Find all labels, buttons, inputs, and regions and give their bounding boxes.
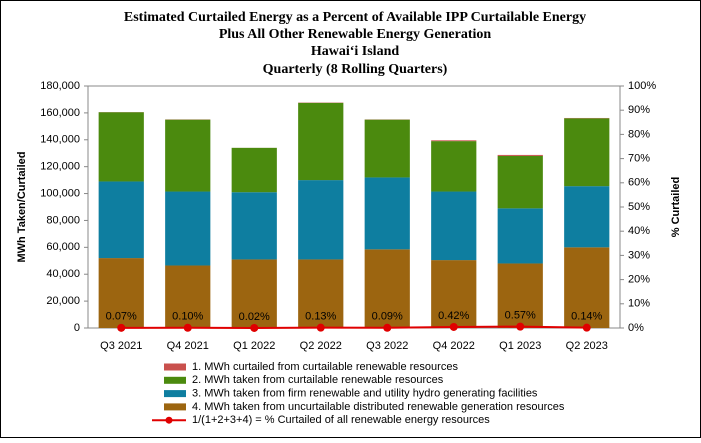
y2-tick-label: 40% bbox=[628, 225, 650, 237]
y2-tick-label: 70% bbox=[628, 153, 650, 165]
x-tick-label: Q2 2022 bbox=[300, 340, 342, 352]
y-tick-label: 100,000 bbox=[40, 187, 80, 199]
legend-swatch bbox=[164, 364, 186, 371]
y-tick-label: 180,000 bbox=[40, 80, 80, 92]
chart-title: Quarterly (8 Rolling Quarters) bbox=[263, 62, 448, 77]
y2-tick-label: 10% bbox=[628, 298, 650, 310]
chart-title: Plus All Other Renewable Energy Generati… bbox=[219, 27, 492, 42]
x-tick-label: Q1 2023 bbox=[499, 340, 541, 352]
legend-marker bbox=[166, 417, 173, 424]
bar-segment bbox=[232, 148, 277, 192]
legend-label: 3. MWh taken from firm renewable and uti… bbox=[192, 388, 538, 400]
y-tick-label: 60,000 bbox=[46, 241, 80, 253]
data-label: 0.02% bbox=[239, 311, 270, 323]
y-tick-label: 140,000 bbox=[40, 134, 80, 146]
line-marker bbox=[583, 324, 591, 332]
x-tick-label: Q1 2022 bbox=[233, 340, 275, 352]
bar-segment bbox=[431, 141, 476, 191]
bar-segment bbox=[165, 192, 210, 266]
legend-label: 1. MWh curtailed from curtailable renewa… bbox=[192, 361, 458, 373]
x-tick-label: Q3 2022 bbox=[366, 340, 408, 352]
bar-segment bbox=[498, 208, 543, 263]
y2-tick-label: 60% bbox=[628, 177, 650, 189]
x-tick-label: Q4 2021 bbox=[167, 340, 209, 352]
line-marker bbox=[450, 323, 458, 331]
bar-segment bbox=[165, 120, 210, 192]
bar-segment bbox=[298, 103, 343, 180]
line-marker bbox=[117, 324, 125, 332]
y-tick-label: 160,000 bbox=[40, 107, 80, 119]
legend-swatch bbox=[164, 377, 186, 384]
legend-swatch bbox=[164, 403, 186, 410]
legend-label: 1/(1+2+3+4) = % Curtailed of all renewab… bbox=[192, 414, 490, 426]
line-marker bbox=[184, 324, 192, 332]
y2-tick-label: 80% bbox=[628, 128, 650, 140]
x-tick-label: Q3 2021 bbox=[100, 340, 142, 352]
y2-axis-label: % Curtailed bbox=[670, 177, 682, 238]
bar-segment bbox=[431, 192, 476, 261]
bar-segment bbox=[498, 156, 543, 208]
data-label: 0.13% bbox=[305, 311, 336, 323]
line-marker bbox=[383, 324, 391, 332]
data-label: 0.42% bbox=[438, 310, 469, 322]
legend-label: 4. MWh taken from uncurtailable distribu… bbox=[192, 401, 565, 413]
y-tick-label: 20,000 bbox=[46, 295, 80, 307]
line-marker bbox=[250, 324, 258, 332]
bar-segment bbox=[564, 118, 609, 186]
bar-segment bbox=[232, 192, 277, 259]
y-tick-label: 0 bbox=[74, 322, 80, 334]
legend-swatch bbox=[164, 390, 186, 397]
bar-segment bbox=[564, 186, 609, 247]
legend-label: 2. MWh taken from curtailable renewable … bbox=[192, 374, 444, 386]
x-tick-label: Q2 2023 bbox=[566, 340, 608, 352]
y-tick-label: 40,000 bbox=[46, 268, 80, 280]
bar-segment bbox=[431, 140, 476, 141]
x-tick-label: Q4 2022 bbox=[433, 340, 475, 352]
y2-tick-label: 0% bbox=[628, 322, 644, 334]
bar-segment bbox=[498, 155, 543, 156]
y-axis-label: MWh Taken/Curtailed bbox=[16, 151, 28, 262]
data-label: 0.09% bbox=[372, 311, 403, 323]
data-label: 0.14% bbox=[571, 311, 602, 323]
y-tick-label: 120,000 bbox=[40, 161, 80, 173]
y2-tick-label: 20% bbox=[628, 274, 650, 286]
bar-segment bbox=[365, 177, 410, 249]
chart-title: Estimated Curtailed Energy as a Percent … bbox=[124, 10, 586, 25]
bar-segment bbox=[99, 112, 144, 181]
line-marker bbox=[516, 323, 524, 331]
bar-segment bbox=[99, 181, 144, 258]
bar-segment bbox=[298, 180, 343, 259]
line-marker bbox=[317, 324, 325, 332]
chart-title: Hawai‘i Island bbox=[311, 44, 400, 59]
data-label: 0.07% bbox=[106, 311, 137, 323]
data-label: 0.57% bbox=[505, 310, 536, 322]
data-label: 0.10% bbox=[172, 311, 203, 323]
y2-tick-label: 30% bbox=[628, 249, 650, 261]
y-tick-label: 80,000 bbox=[46, 214, 80, 226]
y2-tick-label: 100% bbox=[628, 80, 656, 92]
y2-tick-label: 90% bbox=[628, 104, 650, 116]
y2-tick-label: 50% bbox=[628, 201, 650, 213]
bar-segment bbox=[365, 120, 410, 178]
